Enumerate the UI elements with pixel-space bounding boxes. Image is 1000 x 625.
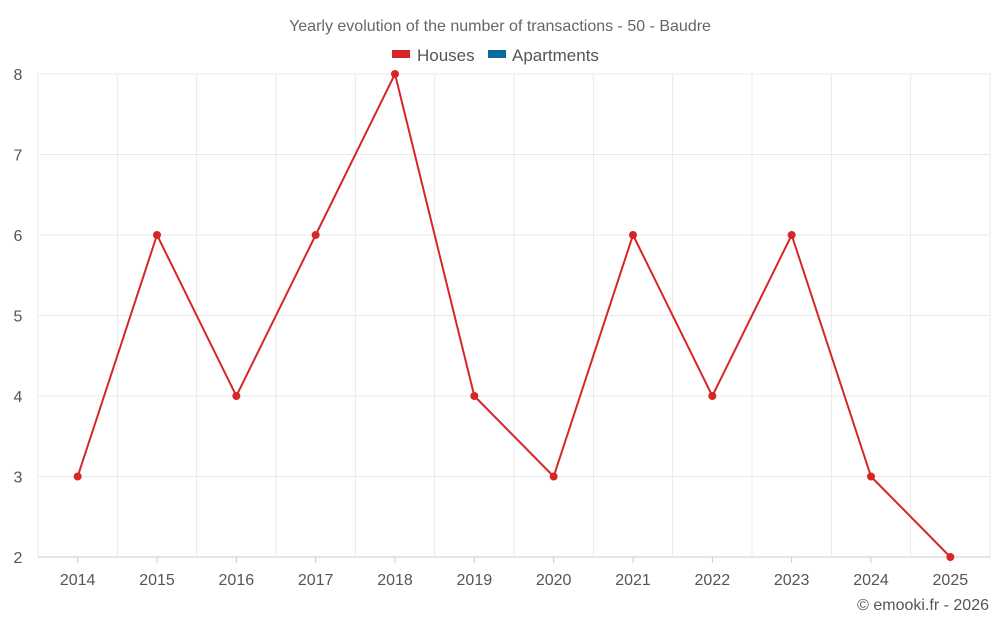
legend-swatch-houses[interactable] <box>392 50 410 58</box>
credit-text: © emooki.fr - 2026 <box>857 597 989 614</box>
data-point[interactable] <box>232 392 241 400</box>
legend-swatch-apartments[interactable] <box>488 50 506 58</box>
y-tick-label: 4 <box>14 389 23 406</box>
data-point[interactable] <box>153 231 161 239</box>
x-tick-label: 2016 <box>219 572 255 589</box>
data-point[interactable] <box>629 231 637 239</box>
y-tick-label: 7 <box>14 148 23 165</box>
x-tick-label: 2024 <box>853 572 889 589</box>
legend: Houses Apartments <box>392 46 599 65</box>
grid <box>37 73 991 558</box>
legend-label-houses[interactable]: Houses <box>417 46 475 65</box>
x-axis: 2014 2015 2016 2017 2018 2019 2020 2021 2022 2023… <box>60 557 968 589</box>
legend-label-apartments[interactable]: Apartments <box>512 46 599 65</box>
data-point[interactable] <box>73 472 82 481</box>
x-tick-label: 2017 <box>298 572 334 589</box>
chart-title: Yearly evolution of the number of transa… <box>289 18 711 35</box>
data-point[interactable] <box>391 70 399 78</box>
data-point[interactable] <box>946 553 955 561</box>
y-tick-label: 8 <box>14 67 23 84</box>
x-tick-label: 2023 <box>774 572 810 589</box>
y-tick-label: 5 <box>14 309 23 326</box>
data-point[interactable] <box>787 231 796 239</box>
x-tick-label: 2020 <box>536 572 572 589</box>
x-tick-label: 2014 <box>60 572 96 589</box>
y-tick-label: 3 <box>14 470 23 487</box>
x-tick-label: 2021 <box>615 572 651 589</box>
y-tick-label: 6 <box>14 228 23 245</box>
y-axis: 2 3 4 5 6 7 8 <box>14 67 23 567</box>
series-houses <box>73 70 955 561</box>
x-tick-label: 2015 <box>139 572 175 589</box>
data-point[interactable] <box>311 231 320 239</box>
series-line <box>76 73 952 558</box>
data-point[interactable] <box>708 392 717 400</box>
x-tick-label: 2018 <box>377 572 413 589</box>
data-point[interactable] <box>549 472 558 481</box>
y-tick-label: 2 <box>14 550 23 567</box>
data-point[interactable] <box>867 472 875 481</box>
x-tick-label: 2019 <box>457 572 493 589</box>
x-tick-label: 2022 <box>695 572 731 589</box>
x-tick-label: 2025 <box>933 572 969 589</box>
data-point[interactable] <box>470 392 479 400</box>
